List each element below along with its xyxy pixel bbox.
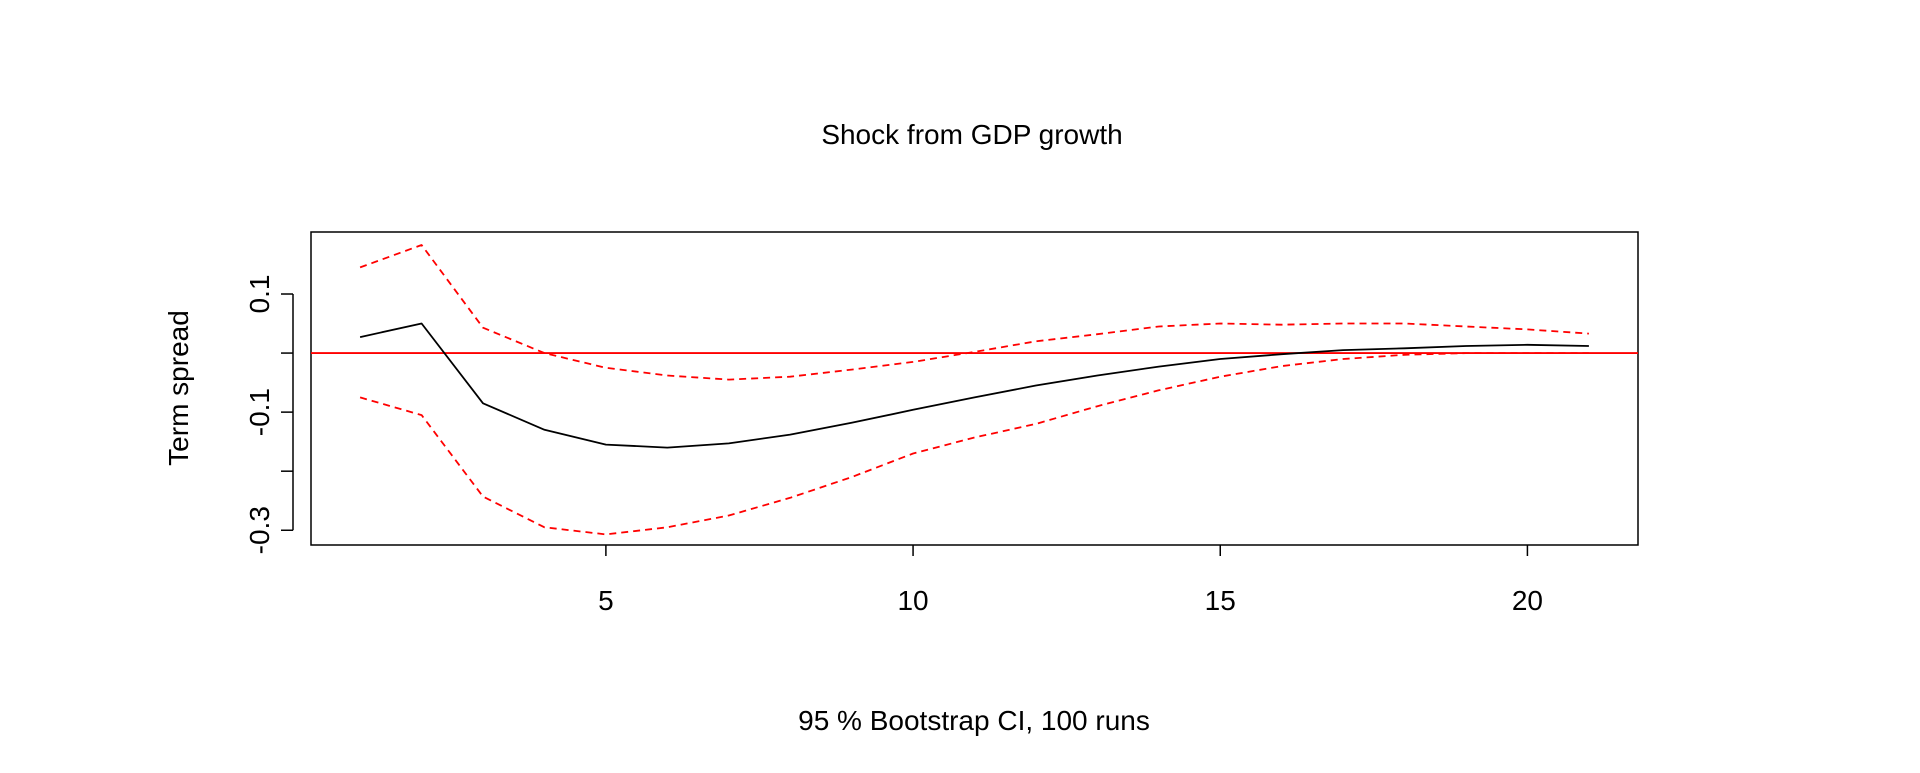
x-axis: 5 10 15 20 — [598, 545, 1543, 616]
x-tick-label: 10 — [897, 585, 928, 616]
y-tick-label: -0.3 — [244, 506, 275, 554]
y-tick-label: 0.1 — [244, 275, 275, 314]
upper-line — [359, 244, 1589, 381]
series-layer — [311, 244, 1638, 536]
x-axis-label: 95 % Bootstrap CI, 100 runs — [798, 705, 1150, 736]
y-axis: -0.3 -0.1 0.1 — [244, 275, 294, 554]
lower-line — [359, 352, 1589, 536]
plot-frame — [310, 231, 1639, 546]
chart-title: Shock from GDP growth — [821, 119, 1122, 150]
irf-line — [359, 322, 1589, 449]
y-axis-label: Term spread — [163, 310, 194, 466]
x-tick-label: 5 — [598, 585, 614, 616]
y-tick-label: -0.1 — [244, 388, 275, 436]
x-tick-label: 15 — [1205, 585, 1236, 616]
x-tick-label: 20 — [1512, 585, 1543, 616]
